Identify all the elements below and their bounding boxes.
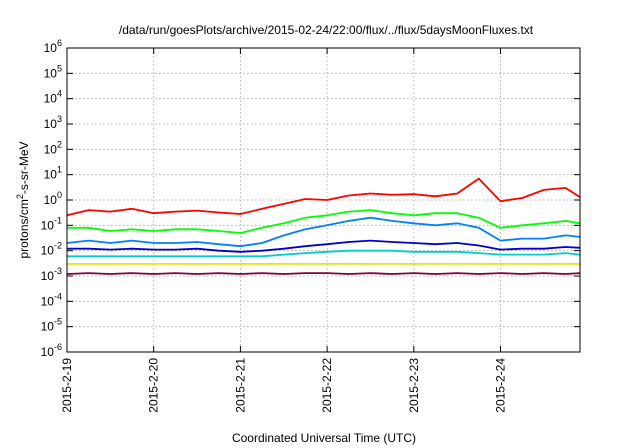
x-tick-label: 2015-2-21	[233, 358, 247, 413]
series-line-3	[66, 216, 581, 248]
x-tick-label: 2015-2-20	[147, 358, 161, 413]
series-line-2	[67, 209, 581, 234]
x-tick-label: 2015-2-24	[494, 358, 508, 413]
axis-ticks	[66, 47, 580, 353]
y-axis-label: protons/cm2-s-sr-MeV	[15, 141, 31, 258]
data-series	[66, 177, 581, 275]
x-tick-label: 2015-2-22	[320, 358, 334, 413]
x-axis-label: Coordinated Universal Time (UTC)	[232, 431, 416, 445]
x-tick-label: 2015-2-23	[407, 358, 421, 413]
y-tick-label: 100	[44, 190, 62, 207]
y-tick-label: 105	[44, 63, 62, 80]
y-tick-label: 10-1	[41, 215, 62, 232]
series-line-5	[67, 249, 581, 258]
y-tick-label: 10-3	[41, 266, 62, 283]
series-line-4	[67, 239, 581, 253]
y-tick-label: 101	[44, 165, 62, 182]
series-line-7	[66, 272, 581, 275]
y-tick-label: 10-6	[41, 342, 62, 359]
y-tick-label: 104	[44, 89, 62, 106]
chart-title: /data/run/goesPlots/archive/2015-02-24/2…	[119, 23, 534, 37]
y-tick-label: 106	[44, 38, 62, 55]
y-tick-label: 103	[44, 114, 62, 131]
y-tick-label: 10-5	[41, 317, 62, 334]
y-tick-label: 10-2	[41, 241, 62, 258]
series-line-1	[66, 177, 581, 217]
y-axis-tick-labels: 10-6 10-5 10-4 10-3 10-2 10-1 100 101 102 103 104 1…	[41, 38, 62, 359]
y-tick-label: 102	[44, 139, 62, 156]
x-axis-tick-labels: 2015-2-19 2015-2-20 2015-2-21 2015-2-22 2015…	[60, 358, 508, 413]
x-tick-label: 2015-2-19	[60, 358, 74, 413]
y-tick-label: 10-4	[41, 291, 62, 308]
